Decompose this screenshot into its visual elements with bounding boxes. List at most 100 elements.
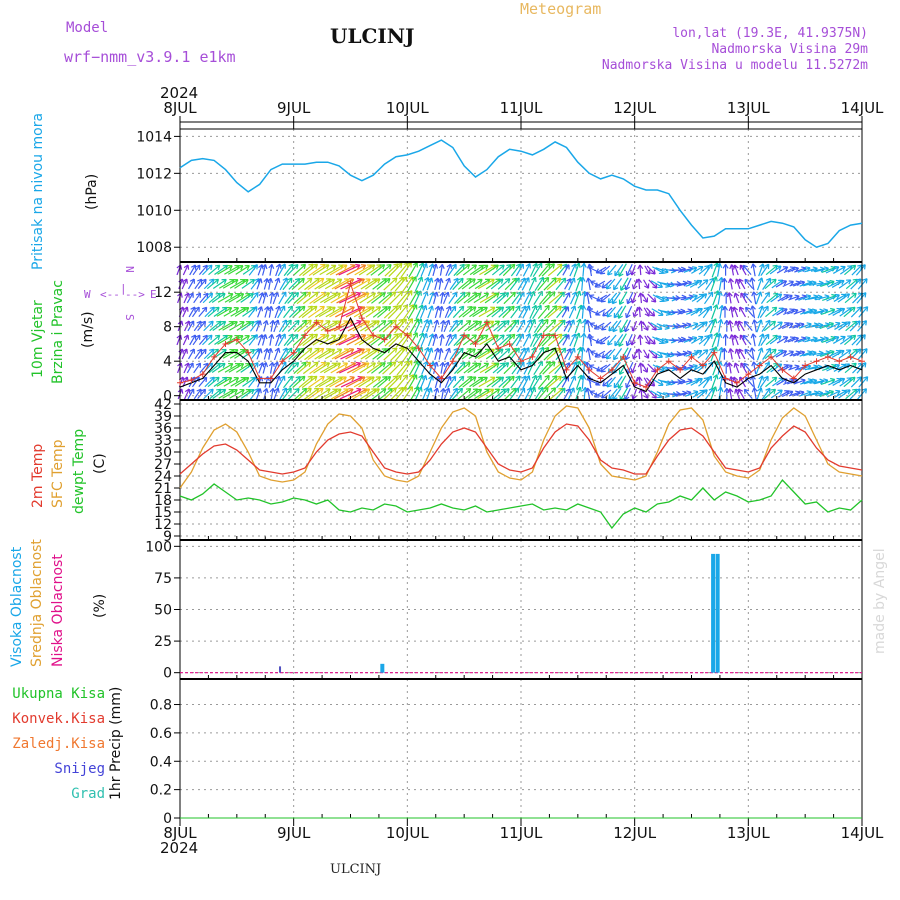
wind-arrow xyxy=(766,292,779,304)
wind-arrow xyxy=(793,309,806,315)
model-label: Model xyxy=(66,20,109,36)
wind-arrow xyxy=(536,387,549,401)
wind-arrow xyxy=(187,348,195,360)
wind-arrow-head xyxy=(839,279,845,285)
wind-arrow xyxy=(213,306,228,318)
wind-arrow-head xyxy=(625,340,632,347)
wind-arrow-head xyxy=(445,277,451,283)
wind-arrow xyxy=(307,347,325,361)
wind-arrow-head xyxy=(428,305,434,311)
wind-arrow xyxy=(643,307,650,317)
wind-arrow xyxy=(798,365,811,371)
wind-arrow-head xyxy=(601,283,607,289)
wind-gust-point xyxy=(790,375,797,382)
wind-gust-point xyxy=(574,353,581,360)
wind-arrow-head xyxy=(411,346,417,352)
wind-arrow xyxy=(288,306,301,318)
wind-arrow xyxy=(203,320,214,332)
wind-arrow-head xyxy=(840,265,846,271)
wind-arrow-head xyxy=(465,361,471,368)
wind-arrow-head xyxy=(370,264,376,270)
wind-arrow xyxy=(432,291,438,305)
wind-arrow xyxy=(456,292,471,304)
wind-arrow-head xyxy=(471,334,477,340)
wind-arrow xyxy=(182,264,189,276)
wind-arrow xyxy=(479,292,497,304)
wind-arrow xyxy=(815,391,830,397)
wind-arrow xyxy=(472,306,488,318)
wind-arrow-head xyxy=(594,282,600,288)
wind-arrow xyxy=(717,361,722,375)
wind-arrow xyxy=(852,292,863,304)
wind-arrow xyxy=(633,306,639,318)
wind-gust-point xyxy=(302,332,309,339)
temp-ylabel-3: dewpt Temp xyxy=(71,428,87,514)
wind-arrow xyxy=(805,391,819,397)
wind-arrow xyxy=(657,351,671,357)
temp-unit: (C) xyxy=(92,453,108,474)
wind-arrow xyxy=(618,333,627,347)
wind-arrow-head xyxy=(590,280,596,286)
wind-arrow-head xyxy=(711,318,718,324)
wind-arrow xyxy=(544,305,558,319)
wind-arrow-head xyxy=(189,320,195,326)
wind-arrow-head xyxy=(267,347,274,353)
wind-ytick-label: 12 xyxy=(154,285,172,301)
wind-arrow-head xyxy=(514,347,520,353)
wind-arrow-head xyxy=(209,376,215,382)
wind-arrow xyxy=(272,291,279,305)
wind-arrow xyxy=(692,322,705,330)
wind-arrow xyxy=(827,280,841,288)
wind-arrow xyxy=(850,306,862,318)
wind-arrow xyxy=(661,380,676,384)
wind-arrow xyxy=(304,277,320,291)
wind-arrow xyxy=(433,387,438,401)
wind-arrow xyxy=(582,263,585,277)
wind-unit: (m/s) xyxy=(80,311,96,348)
wind-arrow xyxy=(762,278,772,290)
wind-arrow xyxy=(600,363,611,373)
wind-arrow xyxy=(275,333,281,347)
wind-arrow-head xyxy=(765,347,772,354)
wind-arrow xyxy=(366,292,383,304)
wind-arrow xyxy=(844,264,857,276)
wind-arrow xyxy=(761,388,771,400)
wind-arrow xyxy=(516,361,525,375)
wind-arrow xyxy=(679,309,693,315)
wind-arrow-head xyxy=(631,394,637,400)
wind-arrow-head xyxy=(319,277,325,284)
wind-gust-point xyxy=(415,345,422,352)
wind-gust-point xyxy=(620,353,627,360)
wind-arrow-head xyxy=(324,264,330,270)
wind-arrow xyxy=(396,360,410,376)
wind-gust-point xyxy=(188,377,195,384)
cloud-bar xyxy=(715,553,720,673)
wind-arrow xyxy=(808,366,823,370)
wind-arrow xyxy=(198,264,208,276)
wind-arrow xyxy=(329,376,347,388)
wind-arrow xyxy=(837,293,850,303)
wind-arrow xyxy=(583,319,586,333)
wind-arrow-head xyxy=(422,262,428,269)
wind-arrow xyxy=(845,278,858,290)
wind-arrow xyxy=(193,362,201,374)
wind-arrow-head xyxy=(239,388,245,395)
wind-arrow xyxy=(632,348,638,360)
wind-arrow-head xyxy=(341,376,347,382)
wind-arrow-head xyxy=(580,304,587,310)
wind-arrow xyxy=(772,307,784,317)
wind-arrow-head xyxy=(445,375,452,381)
wind-arrow xyxy=(822,364,837,372)
wind-arrow xyxy=(638,278,641,290)
wind-arrow-head xyxy=(642,297,649,303)
wind-arrow xyxy=(770,321,783,331)
wind-arrow-head xyxy=(601,353,607,359)
wind-arrow-head xyxy=(324,334,330,340)
wind-arrow xyxy=(257,306,263,318)
wind-arrow xyxy=(546,277,562,291)
wind-arrow-head xyxy=(850,376,856,382)
wind-arrow xyxy=(547,333,563,347)
wind-arrow-head xyxy=(319,375,325,382)
wind-arrow-head xyxy=(839,307,846,313)
wind-arrow-head xyxy=(421,374,428,381)
